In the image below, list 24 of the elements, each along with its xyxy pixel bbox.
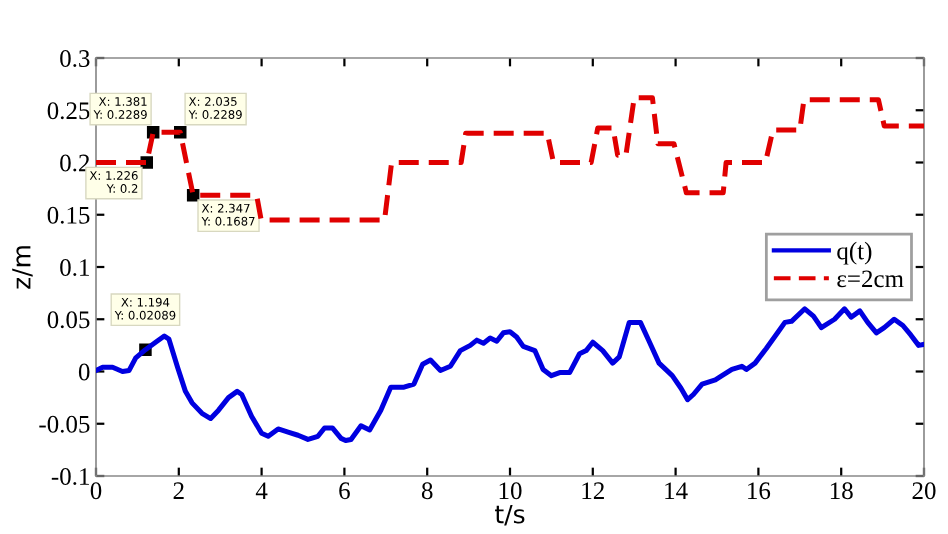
- legend-label: q(t): [837, 241, 872, 265]
- x-tick-label: 0: [90, 482, 102, 500]
- x-tick-label: 20: [912, 482, 936, 500]
- x-tick-label: 16: [748, 482, 771, 500]
- y-tick-label: 0.15: [47, 206, 90, 224]
- x-tick-label: 4: [255, 482, 268, 499]
- x-axis-title: t/s: [495, 505, 525, 526]
- x-tick-label: 18: [830, 482, 853, 500]
- y-tick-label: 0.05: [47, 311, 90, 329]
- y-tick-label: 0.3: [60, 50, 90, 68]
- x-tick-label: 14: [665, 482, 688, 499]
- y-tick-label: 0: [78, 363, 90, 381]
- y-tick-label: -0.1: [51, 468, 89, 486]
- x-tick-label: 6: [339, 482, 350, 500]
- y-axis-title: z/m: [12, 246, 33, 289]
- y-tick-label: 0.25: [47, 102, 90, 120]
- x-tick-label: 2: [173, 482, 184, 499]
- y-tick-label: -0.05: [39, 415, 90, 433]
- x-tick-label: 10: [499, 482, 522, 500]
- y-tick-label: 0.1: [60, 259, 89, 277]
- x-tick-label: 12: [582, 482, 604, 499]
- x-tick-label: 8: [421, 482, 433, 500]
- y-tick-label: 0.2: [60, 154, 90, 172]
- legend-label: ε=2cm: [837, 270, 904, 288]
